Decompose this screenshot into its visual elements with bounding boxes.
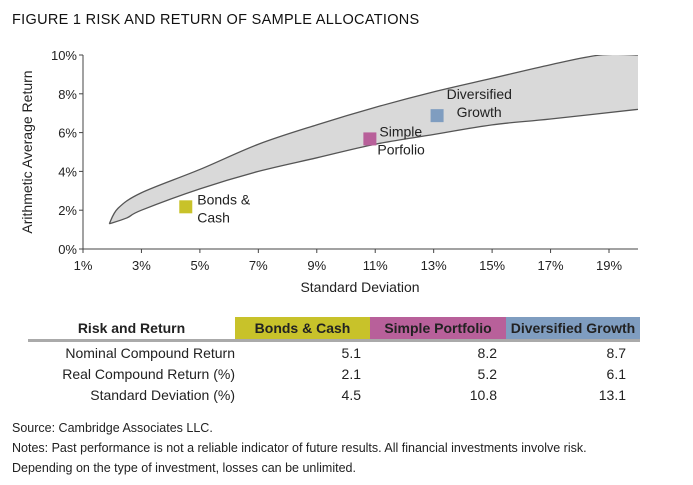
row-label: Nominal Compound Return	[65, 345, 235, 361]
header-diversified-growth: Diversified Growth	[506, 317, 640, 339]
x-axis-label: Standard Deviation	[300, 279, 419, 295]
source-note: Source: Cambridge Associates LLC.	[12, 421, 213, 435]
point-label: Porfolio	[377, 141, 425, 157]
row-label: Real Compound Return (%)	[62, 366, 235, 382]
x-tick-label: 17%	[538, 258, 564, 273]
table-header: Risk and Return Bonds & Cash Simple Port…	[28, 317, 640, 342]
value-bonds-cash: 5.1	[341, 345, 361, 361]
table-row: Real Compound Return (%) 2.1 5.2 6.1	[28, 364, 640, 384]
point-marker	[179, 200, 193, 214]
y-tick-label: 4%	[58, 164, 77, 179]
x-tick-label: 11%	[363, 258, 388, 273]
point-label: Simple	[379, 123, 422, 139]
figure-title: FIGURE 1 RISK AND RETURN OF SAMPLE ALLOC…	[12, 12, 420, 28]
point-marker	[430, 109, 444, 123]
disclaimer-line-1: Notes: Past performance is not a reliabl…	[12, 441, 587, 455]
row-label: Standard Deviation (%)	[90, 387, 235, 403]
x-tick-label: 9%	[307, 258, 326, 273]
risk-return-chart: 0% 2% 4% 6% 8% 10% 1% 3% 5% 7% 9% 11% 13% 15% 17% 19% St…	[19, 48, 638, 295]
x-tick-label: 15%	[479, 258, 505, 273]
y-tick-label: 2%	[58, 203, 77, 218]
x-tick-label: 1%	[74, 258, 93, 273]
point-label: Bonds &	[197, 191, 251, 207]
x-tick-label: 19%	[596, 258, 622, 273]
y-tick-label: 0%	[58, 242, 77, 257]
value-diversified-growth: 13.1	[598, 387, 626, 403]
x-tick-label: 13%	[421, 258, 447, 273]
point-label: Growth	[457, 104, 502, 120]
value-simple-portfolio: 5.2	[477, 366, 497, 382]
value-bonds-cash: 2.1	[341, 366, 361, 382]
lower-frontier-line	[109, 108, 638, 225]
value-simple-portfolio: 8.2	[477, 345, 497, 361]
y-tick-label: 10%	[51, 48, 77, 63]
y-tick-label: 6%	[58, 126, 77, 141]
header-bonds-cash: Bonds & Cash	[235, 317, 370, 339]
y-axis-label: Arithmetic Average Return	[19, 70, 35, 233]
x-tick-label: 5%	[190, 258, 209, 273]
value-diversified-growth: 8.7	[606, 345, 626, 361]
disclaimer-line-2: Depending on the type of investment, los…	[12, 461, 356, 475]
table-row: Standard Deviation (%) 4.5 10.8 13.1	[28, 385, 640, 405]
x-tick-label: 3%	[132, 258, 151, 273]
table-row: Nominal Compound Return 5.1 8.2 8.7	[28, 343, 640, 363]
header-risk-and-return: Risk and Return	[77, 320, 186, 336]
y-tick-label: 8%	[58, 87, 77, 102]
point-label: Cash	[197, 209, 230, 225]
upper-frontier-line	[108, 55, 638, 225]
risk-return-table: Risk and Return Bonds & Cash Simple Port…	[28, 317, 640, 405]
value-bonds-cash: 4.5	[341, 387, 361, 403]
point-marker	[363, 132, 377, 146]
value-simple-portfolio: 10.8	[469, 387, 497, 403]
header-simple-portfolio: Simple Portfolio	[370, 317, 506, 339]
point-label: Diversified	[447, 86, 512, 102]
x-tick-label: 7%	[249, 258, 268, 273]
value-diversified-growth: 6.1	[606, 366, 626, 382]
notes: Source: Cambridge Associates LLC. Notes:…	[12, 418, 587, 478]
